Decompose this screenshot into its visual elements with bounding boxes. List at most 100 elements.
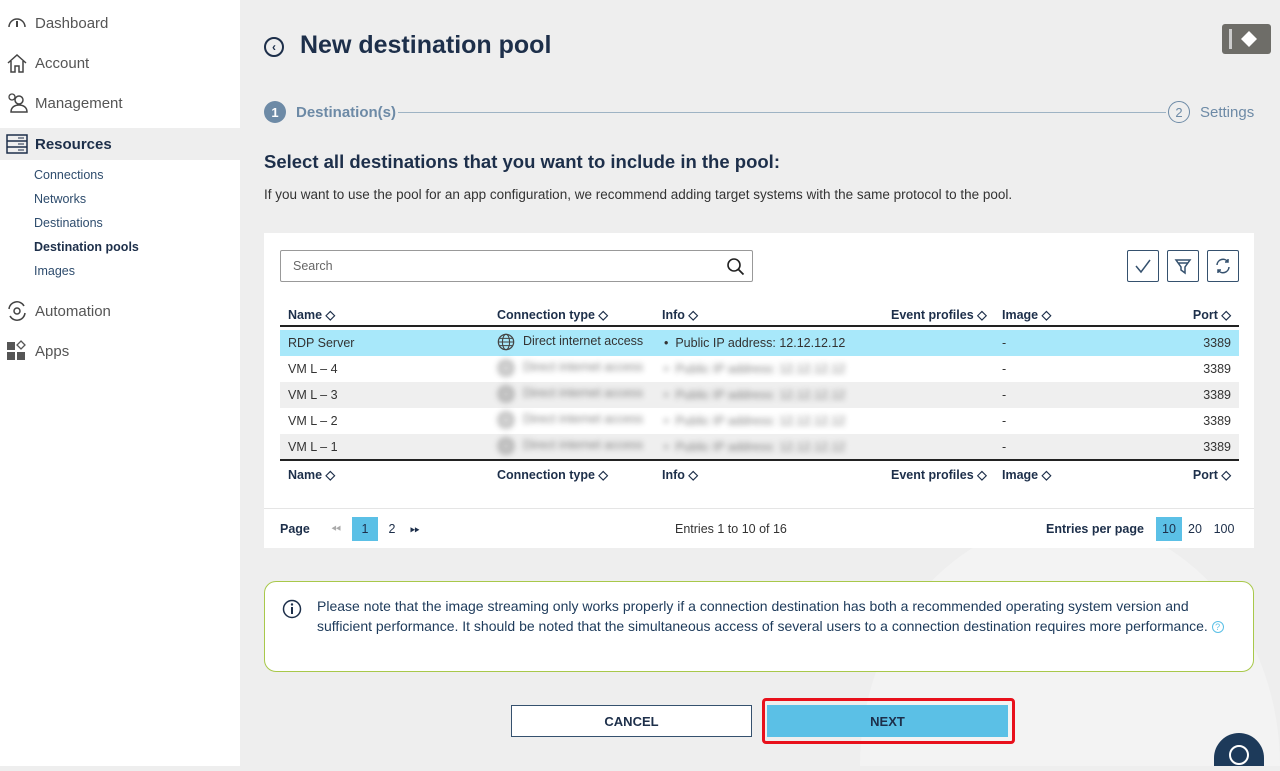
- cell-image: -: [1002, 440, 1007, 454]
- page-title: New destination pool: [300, 31, 552, 59]
- cell-info: • Public IP address: 12.12.12.12: [664, 414, 846, 428]
- column-header-name[interactable]: Name ◇: [288, 468, 336, 482]
- chat-button[interactable]: [1214, 733, 1264, 766]
- cell-name: RDP Server: [288, 336, 355, 350]
- stepper-line: [398, 112, 1166, 113]
- cell-image: -: [1002, 388, 1007, 402]
- sidebar: Dashboard Account Management Resources C…: [0, 0, 240, 766]
- filter-button[interactable]: [1167, 250, 1199, 282]
- sidebar-subitem-connections[interactable]: Connections: [34, 168, 104, 182]
- step-number: 1: [264, 101, 286, 123]
- per-page-20[interactable]: 20: [1188, 522, 1202, 536]
- column-header-connection-type[interactable]: Connection type ◇: [497, 308, 609, 322]
- home-icon: [7, 53, 27, 73]
- table-row[interactable]: VM L – 4 Direct internet access • Public…: [280, 356, 1239, 382]
- apps-grid-icon: [7, 340, 26, 360]
- cell-image: -: [1002, 336, 1007, 350]
- sidebar-item-label: Account: [35, 54, 90, 72]
- destinations-table-card: Search Name ◇ Connection type ◇ Info ◇ Even…: [264, 233, 1254, 548]
- column-header-name[interactable]: Name ◇: [288, 308, 336, 322]
- cell-info: • Public IP address: 12.12.12.12: [664, 388, 846, 402]
- sidebar-subitem-networks[interactable]: Networks: [34, 192, 87, 206]
- notice-text: Please note that the image streaming onl…: [317, 598, 1208, 634]
- filter-icon: [1174, 259, 1192, 275]
- globe-icon: [497, 333, 515, 351]
- table-row[interactable]: RDP Server Direct internet access • Publ…: [280, 330, 1239, 356]
- info-icon: [282, 599, 302, 619]
- sidebar-item-dashboard[interactable]: Dashboard: [0, 7, 240, 39]
- table-row[interactable]: VM L – 1 Direct internet access • Public…: [280, 434, 1239, 460]
- column-header-port[interactable]: Port ◇: [1192, 468, 1231, 482]
- next-button[interactable]: NEXT: [767, 705, 1008, 737]
- column-header-port[interactable]: Port ◇: [1192, 308, 1231, 322]
- table-footer-header: Name ◇ Connection type ◇ Info ◇ Event profi…: [280, 459, 1239, 487]
- main-content: ‹ New destination pool 1 Destination(s) …: [240, 0, 1280, 766]
- sidebar-subitem-destination-pools[interactable]: Destination pools: [34, 240, 139, 254]
- cell-info: • Public IP address: 12.12.12.12: [664, 362, 846, 376]
- refresh-icon: [1216, 258, 1230, 274]
- cell-image: -: [1002, 362, 1007, 376]
- sidebar-item-automation[interactable]: Automation: [0, 295, 240, 327]
- sidebar-subitem-destinations[interactable]: Destinations: [34, 216, 103, 230]
- entries-per-page-label: Entries per page: [1046, 522, 1144, 536]
- sidebar-item-management[interactable]: Management: [0, 87, 240, 119]
- first-page-icon[interactable]: ⏪︎: [331, 522, 342, 536]
- cell-port: 3389: [1203, 362, 1231, 376]
- globe-icon: [497, 359, 515, 377]
- cell-connection-type: Direct internet access: [497, 411, 643, 429]
- sidebar-item-label: Resources: [35, 135, 112, 153]
- check-icon: [1135, 259, 1151, 274]
- section-description: If you want to use the pool for an app c…: [264, 187, 1013, 202]
- last-page-icon[interactable]: ⏩︎: [410, 522, 421, 536]
- globe-icon: [497, 385, 515, 403]
- sidebar-item-account[interactable]: Account: [0, 47, 240, 79]
- column-header-event-profiles[interactable]: Event profiles ◇: [891, 308, 987, 322]
- table-header: Name ◇ Connection type ◇ Info ◇ Event profi…: [280, 301, 1239, 327]
- sidebar-item-resources[interactable]: Resources: [0, 128, 240, 160]
- column-header-image[interactable]: Image ◇: [1002, 468, 1052, 482]
- cell-name: VM L – 3: [288, 388, 338, 402]
- column-header-event-profiles[interactable]: Event profiles ◇: [891, 468, 987, 482]
- search-icon: [727, 258, 745, 276]
- step-label: Settings: [1200, 103, 1255, 121]
- sidebar-item-label: Apps: [35, 342, 70, 360]
- search-input[interactable]: Search: [280, 250, 753, 282]
- sidebar-item-apps[interactable]: Apps: [0, 335, 240, 367]
- column-header-connection-type[interactable]: Connection type ◇: [497, 468, 609, 482]
- sidebar-item-label: Dashboard: [35, 14, 109, 32]
- sidebar-subitem-images[interactable]: Images: [34, 264, 75, 278]
- table-row[interactable]: VM L – 3 Direct internet access • Public…: [280, 382, 1239, 408]
- globe-icon: [497, 437, 515, 455]
- corner-widget-button[interactable]: [1222, 24, 1271, 54]
- sidebar-item-label: Automation: [35, 302, 111, 320]
- sidebar-item-label: Management: [35, 94, 123, 112]
- page-1-button[interactable]: 1: [352, 517, 378, 541]
- step-1: 1 Destination(s): [264, 101, 396, 123]
- chat-icon: [1229, 745, 1249, 765]
- search-placeholder: Search: [293, 259, 333, 273]
- per-page-100[interactable]: 100: [1213, 522, 1235, 536]
- table-row[interactable]: VM L – 2 Direct internet access • Public…: [280, 408, 1239, 434]
- column-header-image[interactable]: Image ◇: [1002, 308, 1052, 322]
- cell-connection-type: Direct internet access: [497, 437, 643, 455]
- automation-gear-icon: [8, 301, 26, 321]
- cell-connection-type: Direct internet access: [497, 333, 643, 351]
- page-label: Page: [280, 522, 310, 536]
- chevron-left-icon: ‹: [272, 40, 276, 54]
- globe-icon: [497, 411, 515, 429]
- refresh-button[interactable]: [1207, 250, 1239, 282]
- column-header-info[interactable]: Info ◇: [662, 468, 698, 482]
- back-button[interactable]: ‹: [264, 37, 284, 57]
- per-page-10[interactable]: 10: [1156, 517, 1182, 541]
- page-2-button[interactable]: 2: [388, 522, 396, 536]
- cancel-button[interactable]: CANCEL: [511, 705, 752, 737]
- column-header-info[interactable]: Info ◇: [662, 308, 698, 322]
- cell-name: VM L – 2: [288, 414, 338, 428]
- select-all-button[interactable]: [1127, 250, 1159, 282]
- cell-info: • Public IP address: 12.12.12.12: [664, 336, 846, 350]
- cell-image: -: [1002, 414, 1007, 428]
- help-icon[interactable]: ?: [1211, 620, 1224, 633]
- cell-port: 3389: [1203, 414, 1231, 428]
- info-notice: Please note that the image streaming onl…: [264, 581, 1254, 672]
- highlight-outline: [762, 698, 1015, 744]
